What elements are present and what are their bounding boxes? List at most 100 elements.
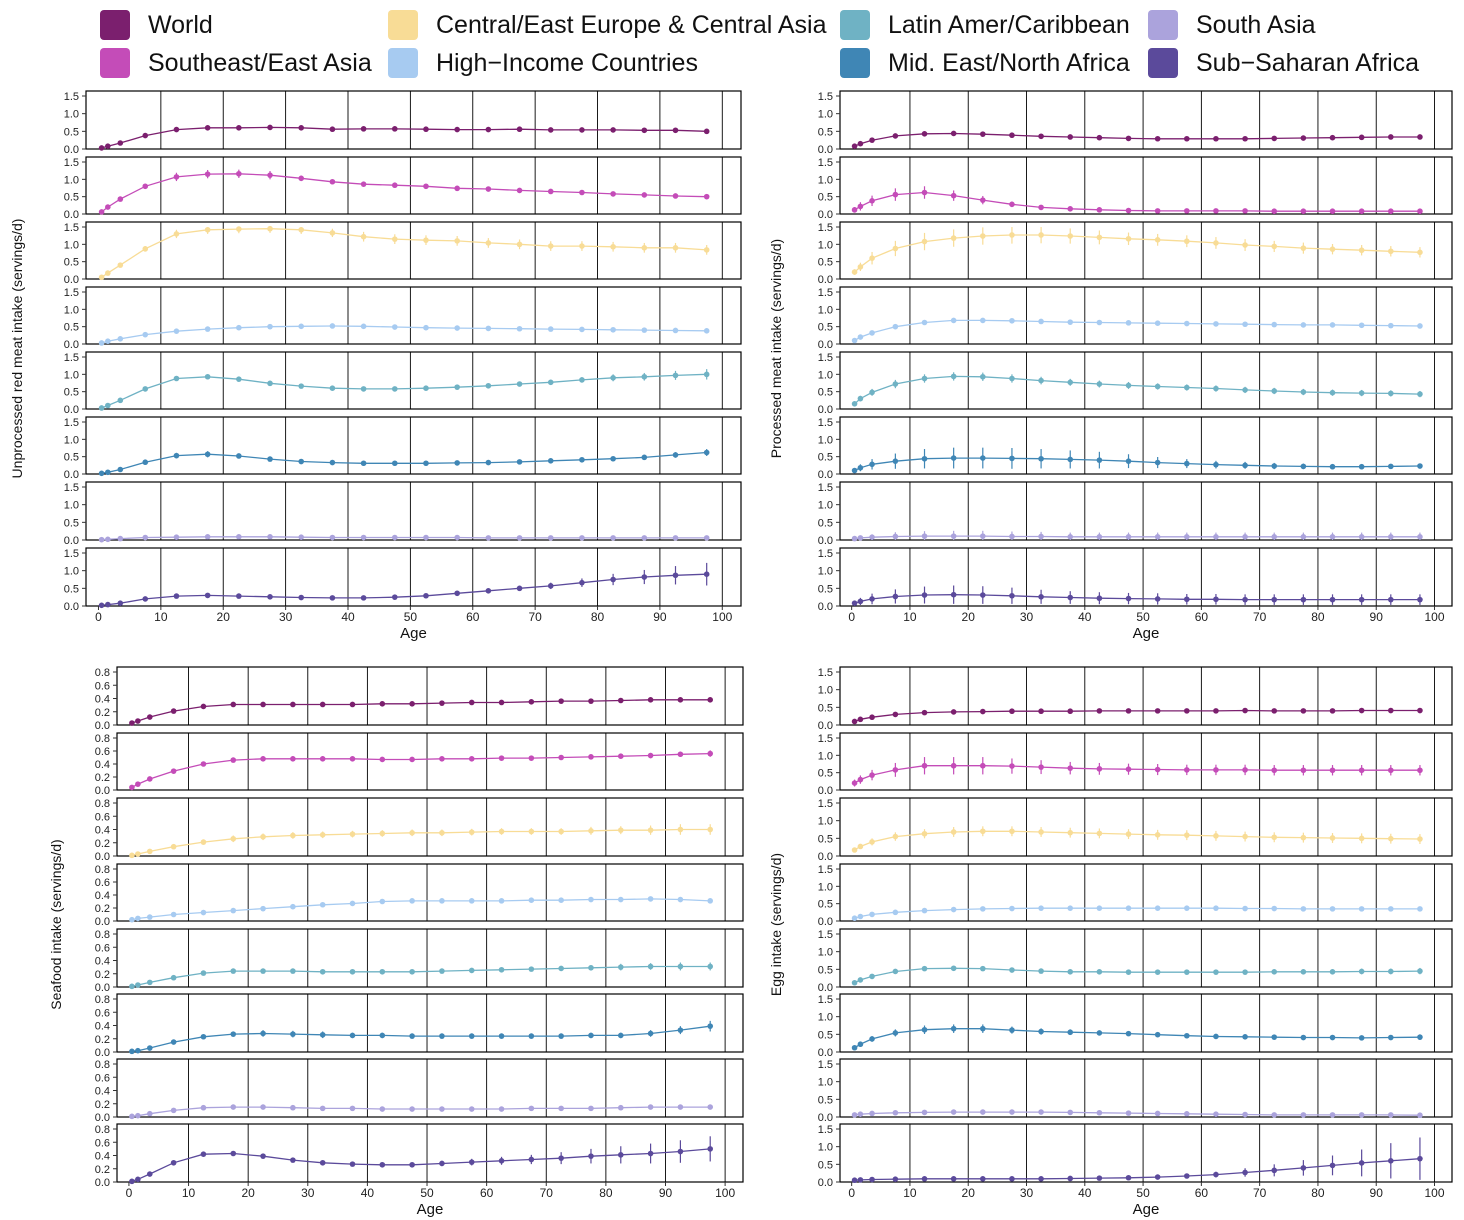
data-point: [236, 324, 242, 331]
data-point: [516, 585, 523, 592]
data-point: [230, 907, 237, 914]
data-point: [454, 126, 460, 133]
data-point: [851, 1044, 858, 1051]
data-point: [857, 598, 864, 605]
data-point: [409, 1106, 415, 1112]
y-tick-label: 1.5: [64, 548, 79, 560]
data-point: [1038, 1109, 1044, 1115]
series-line: [101, 228, 707, 278]
data-point: [360, 233, 367, 240]
panel-frame: [839, 90, 1453, 150]
x-tick-label: 60: [480, 1186, 494, 1200]
data-point: [1358, 247, 1365, 254]
data-point: [1184, 767, 1190, 773]
data-point: [892, 909, 899, 916]
data-point: [1329, 1112, 1336, 1118]
data-point: [1300, 767, 1307, 774]
panel-6: 0.0 0.5 1.0 1.5: [818, 416, 1453, 481]
data-point: [1417, 249, 1423, 256]
data-point: [498, 1033, 505, 1039]
data-point: [329, 323, 336, 329]
y-tick-label: 1.5: [818, 667, 833, 679]
data-point: [677, 751, 684, 758]
data-point: [173, 534, 180, 540]
y-tick-label: 0.0: [818, 469, 833, 481]
panel-7: 0.0 0.5 1.0 1.5: [64, 481, 742, 547]
panel-frame: [839, 666, 1453, 726]
x-tick-label: 0: [95, 610, 102, 624]
data-point: [1067, 319, 1074, 325]
data-point: [516, 381, 523, 387]
x-tick-label: 40: [341, 610, 355, 624]
data-point: [857, 395, 864, 402]
data-point: [851, 401, 858, 407]
data-point: [672, 327, 679, 334]
data-point: [1009, 905, 1015, 912]
data-point: [1417, 596, 1423, 603]
data-point: [1125, 905, 1132, 911]
data-point: [236, 226, 242, 232]
data-point: [290, 756, 296, 762]
data-point: [851, 535, 858, 542]
data-point: [485, 325, 492, 332]
y-tick-label: 0.0: [818, 1177, 833, 1189]
series-line: [101, 325, 707, 344]
data-point: [707, 963, 714, 970]
y-tick-label: 0.0: [95, 916, 110, 928]
legend-item-latin-amer-caribbean: Latin Amer/Caribbean: [840, 9, 1130, 41]
data-point: [641, 574, 648, 580]
y-tick-label: 0.0: [64, 469, 79, 481]
x-tick-label: 70: [1253, 610, 1267, 624]
data-point: [379, 701, 386, 707]
data-point: [677, 1148, 684, 1155]
y-tick-label: 0.5: [818, 257, 833, 269]
data-point: [454, 534, 460, 541]
data-point: [647, 1150, 654, 1157]
data-point: [379, 1032, 386, 1039]
data-point: [579, 377, 585, 383]
data-point: [851, 718, 858, 725]
data-point: [1009, 1176, 1015, 1182]
data-point: [1038, 1176, 1044, 1182]
data-point: [1125, 235, 1132, 242]
data-point: [1154, 596, 1161, 602]
data-point: [921, 830, 928, 837]
data-point: [857, 913, 864, 920]
legend-swatch-latin-amer-caribbean: [840, 10, 870, 40]
data-point: [290, 1031, 296, 1037]
series-line: [131, 1025, 711, 1052]
data-point: [1358, 767, 1365, 774]
data-point: [617, 827, 624, 833]
data-point: [290, 1104, 296, 1111]
data-point: [1125, 595, 1132, 602]
series-line: [854, 234, 1420, 273]
data-point: [391, 126, 398, 132]
data-point: [129, 1048, 135, 1055]
data-point: [950, 533, 957, 539]
series-line: [101, 536, 707, 541]
chart-3: 0.00.20.40.60.80.00.20.40.60.80.00.20.40…: [48, 666, 744, 1218]
data-point: [1388, 707, 1394, 714]
y-tick-label: 0.0: [95, 720, 110, 732]
x-tick-label: 30: [301, 1186, 315, 1200]
y-tick-label: 0.8: [95, 864, 110, 876]
y-tick-label: 0.5: [818, 387, 833, 399]
data-point: [290, 832, 296, 839]
panel-frame: [839, 863, 1453, 922]
data-point: [1358, 463, 1365, 470]
panel-frame: [839, 351, 1453, 410]
panel-8: 0.0 0.5 1.0 1.5: [818, 1123, 1453, 1189]
legend-swatch-south-asia: [1148, 10, 1178, 40]
y-tick-label: 1.0: [64, 109, 79, 121]
data-point: [869, 911, 875, 918]
y-tick-label: 1.0: [818, 750, 833, 762]
y-tick-label: 1.5: [818, 482, 833, 494]
data-point: [409, 898, 415, 904]
data-point: [707, 826, 714, 833]
data-point: [980, 1109, 986, 1115]
data-point: [329, 178, 336, 185]
data-point: [707, 750, 714, 757]
series-line: [101, 173, 707, 213]
data-point: [588, 964, 594, 971]
x-tick-label: 50: [404, 610, 418, 624]
